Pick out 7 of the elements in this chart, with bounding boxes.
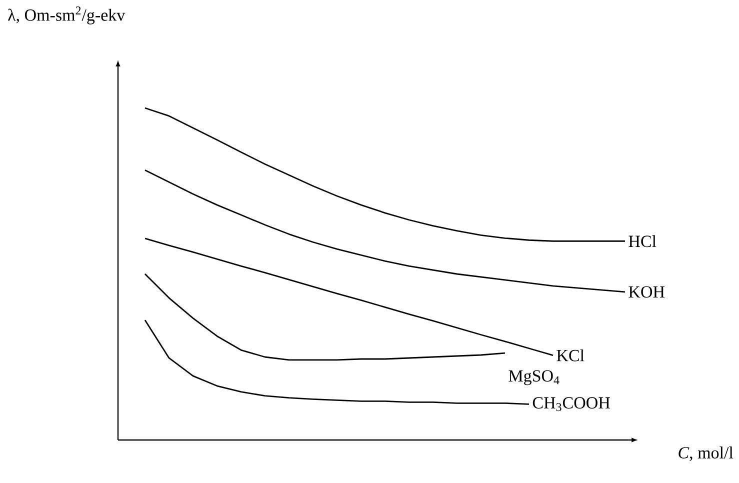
- y-axis-title: λ, Om-sm$^{2}$/g-ekv: [8, 6, 126, 24]
- series-label: KCl: [556, 349, 584, 362]
- x-axis-title: C, mol/l: [678, 446, 734, 461]
- series-label: MgSO$_{4}$: [508, 370, 560, 386]
- series-label: HCl: [628, 235, 656, 248]
- series-label: KOH: [628, 286, 665, 298]
- series-label: CH$_{3}$COOH: [532, 397, 610, 412]
